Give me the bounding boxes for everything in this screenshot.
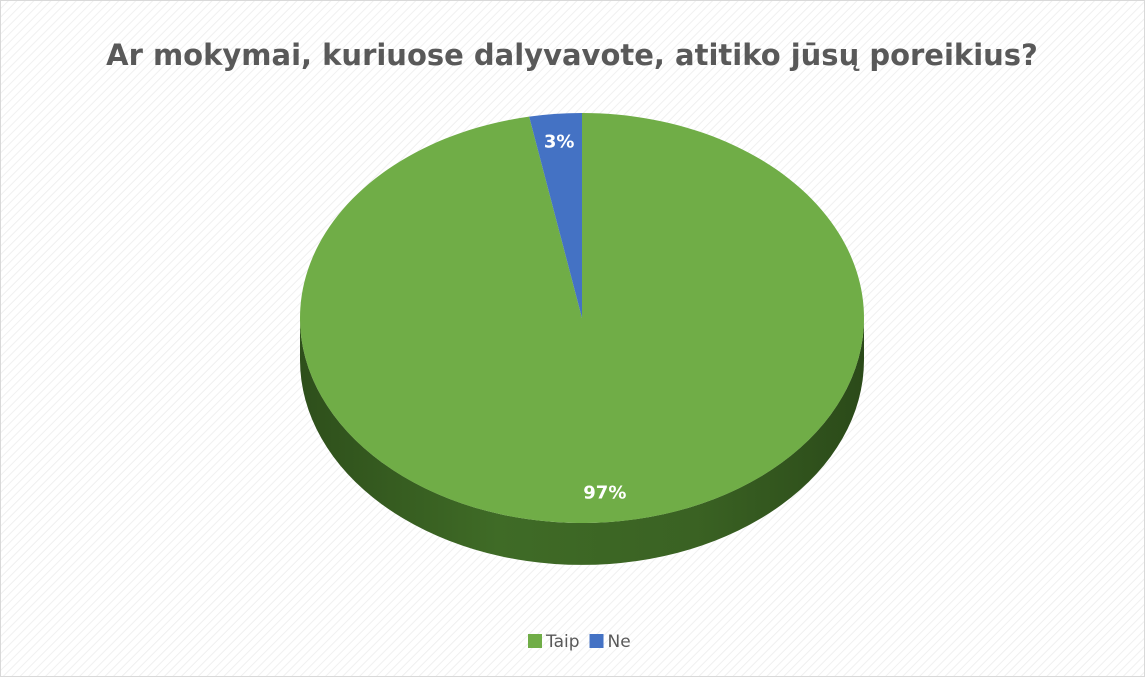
legend: Taip Ne: [528, 632, 631, 652]
pie-side: [300, 318, 864, 565]
chart-title: Ar mokymai, kuriuose dalyvavote, atitiko…: [106, 38, 1038, 72]
legend-swatch: [528, 634, 542, 648]
pie: 97% 3%: [299, 113, 864, 565]
data-label: 3%: [544, 131, 575, 152]
pie-slice: [299, 113, 864, 523]
legend-label: Ne: [608, 632, 631, 652]
legend-swatch: [589, 634, 604, 648]
data-label: 97%: [583, 483, 626, 504]
pie-slice: [529, 113, 582, 318]
legend-label: Taip: [545, 632, 580, 652]
